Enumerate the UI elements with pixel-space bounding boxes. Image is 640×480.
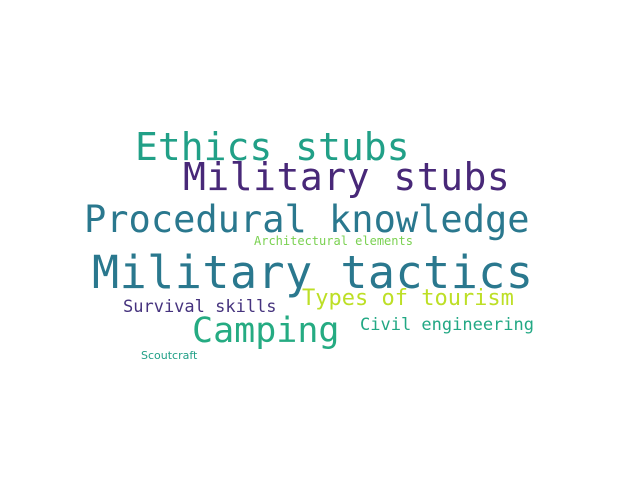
word-military-stubs: Military stubs: [183, 155, 511, 199]
word-ethics-stubs: Ethics stubs: [135, 125, 410, 169]
word-types-of-tourism: Types of tourism: [302, 286, 514, 311]
word-scoutcraft: Scoutcraft: [141, 349, 198, 362]
word-civil-engineering: Civil engineering: [360, 315, 534, 335]
word-military-tactics: Military tactics: [92, 246, 534, 299]
word-procedural-knowledge: Procedural knowledge: [84, 198, 530, 241]
word-survival-skills: Survival skills: [123, 297, 277, 317]
word-camping: Camping: [192, 311, 340, 351]
word-architectural-elements: Architectural elements: [254, 234, 413, 248]
